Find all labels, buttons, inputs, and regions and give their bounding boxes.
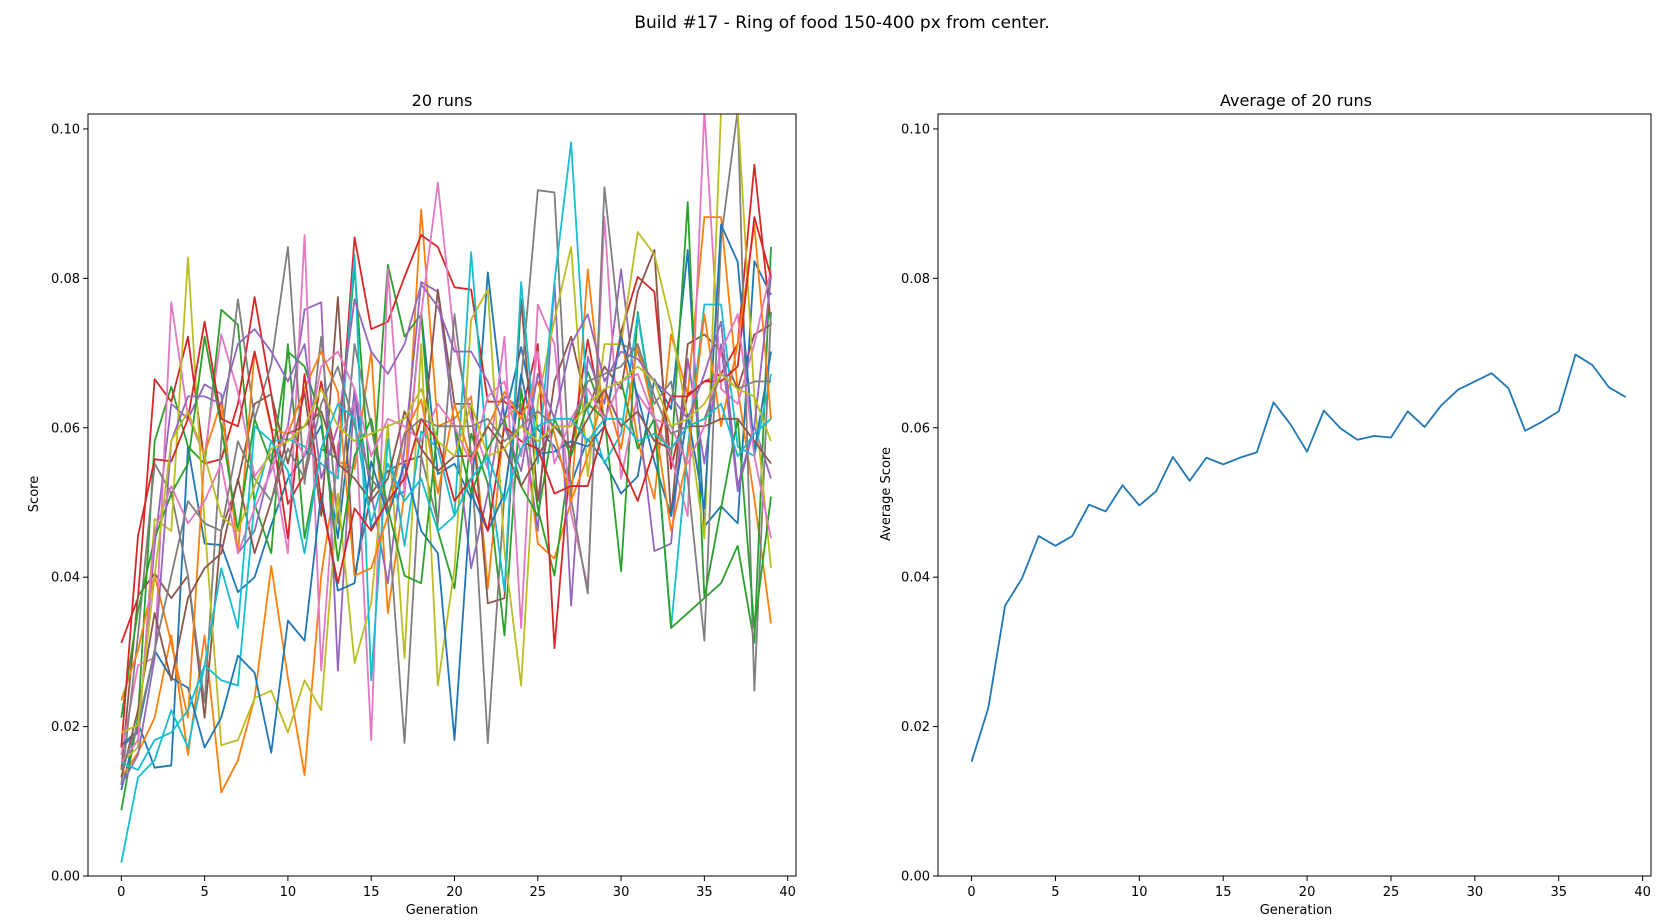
runs-chart-ytick-label: 0.00 (51, 870, 80, 885)
runs-chart-series-line-9 (120, 114, 772, 764)
runs-chart-ytick-label: 0.02 (51, 720, 80, 735)
average-chart-ytick-label: 0.06 (901, 421, 930, 436)
average-chart-xtick-label: 0 (967, 885, 975, 900)
average-chart-series-line-1 (970, 353, 1627, 762)
runs-chart-ylabel: Score (27, 476, 42, 512)
runs-chart-series-line-19 (120, 365, 772, 734)
average-chart-xtick-label: 25 (1383, 885, 1400, 900)
average-chart-xtick-label: 20 (1299, 885, 1316, 900)
average-chart-xtick-label: 35 (1550, 885, 1567, 900)
runs-chart-ytick-label: 0.04 (51, 571, 80, 586)
average-chart-ytick-label: 0.10 (901, 122, 930, 137)
average-chart-xtick-label: 5 (1051, 885, 1059, 900)
average-chart-ylabel: Average Score (879, 447, 894, 541)
average-chart: Average of 20 runs Generation Average Sc… (879, 91, 1652, 918)
runs-chart-series-line-16 (120, 388, 772, 778)
average-chart-series-group (970, 353, 1627, 762)
average-chart-xtick-label: 15 (1215, 885, 1232, 900)
runs-chart-xlabel: Generation (406, 903, 479, 918)
runs-chart-title: 20 runs (412, 91, 473, 110)
figure-suptitle: Build #17 - Ring of food 150-400 px from… (634, 13, 1049, 33)
average-chart-title: Average of 20 runs (1220, 91, 1372, 110)
runs-chart-frame (87, 113, 797, 877)
average-chart-ytick-label: 0.02 (901, 720, 930, 735)
runs-chart-ytick-label: 0.10 (51, 122, 80, 137)
average-chart-ytick-label: 0.00 (901, 870, 930, 885)
runs-chart-xtick-label: 25 (530, 885, 547, 900)
runs-chart-ytick-label: 0.06 (51, 421, 80, 436)
runs-chart-xtick-label: 40 (779, 885, 796, 900)
runs-chart-series-line-8 (120, 114, 772, 785)
runs-chart-series-line-17 (120, 313, 772, 763)
average-chart-ytick-label: 0.08 (901, 272, 930, 287)
runs-chart-series-line-20 (120, 402, 772, 771)
runs-chart-xtick-label: 35 (696, 885, 713, 900)
runs-chart-xtick-label: 15 (363, 885, 380, 900)
runs-chart-xtick-label: 20 (446, 885, 463, 900)
average-chart-frame (937, 113, 1652, 877)
runs-chart-series-line-11 (120, 223, 772, 754)
runs-chart-series-line-15 (120, 276, 772, 786)
average-chart-xtick-label: 30 (1467, 885, 1484, 900)
runs-chart-series-line-18 (120, 343, 772, 771)
runs-chart-ytick-label: 0.08 (51, 272, 80, 287)
runs-chart: 20 runs Generation Score 0 5 10 15 20 25 30 35 4… (27, 91, 797, 918)
runs-chart-xtick-label: 5 (200, 885, 208, 900)
average-chart-ytick-label: 0.04 (901, 571, 930, 586)
runs-chart-series-group (120, 114, 772, 863)
runs-chart-xtick-label: 0 (117, 885, 125, 900)
runs-chart-xtick-label: 10 (280, 885, 297, 900)
average-chart-xtick-label: 10 (1131, 885, 1148, 900)
average-chart-xlabel: Generation (1260, 903, 1333, 918)
runs-chart-xtick-label: 30 (613, 885, 630, 900)
average-chart-xtick-label: 40 (1634, 885, 1651, 900)
